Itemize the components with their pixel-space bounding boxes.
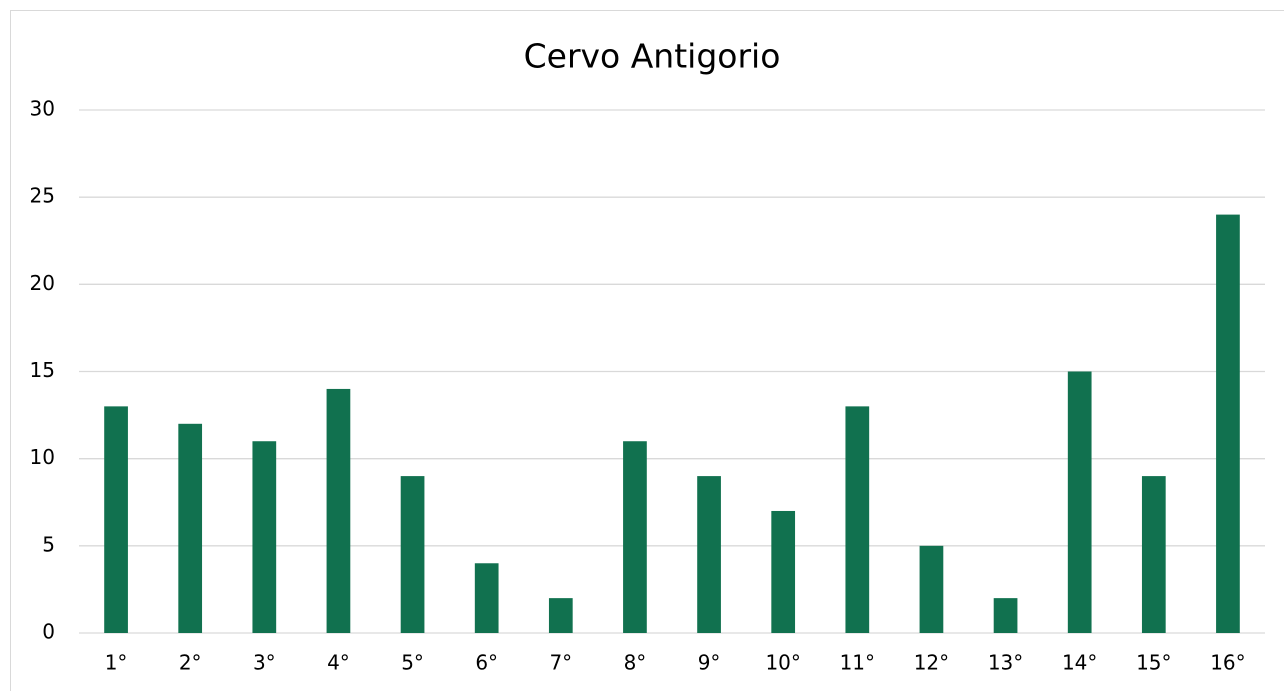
bar — [252, 441, 277, 633]
bar — [1141, 476, 1166, 633]
y-tick-label: 15 — [30, 358, 55, 382]
bar — [993, 598, 1018, 633]
x-tick-label: 15° — [1136, 651, 1171, 675]
x-tick-label: 7° — [549, 651, 572, 675]
x-tick-label: 11° — [840, 651, 875, 675]
chart-title: Cervo Antigorio — [524, 37, 781, 76]
bar — [919, 545, 944, 633]
y-tick-label: 5 — [42, 532, 55, 556]
bar — [623, 441, 647, 633]
x-tick-label: 2° — [179, 651, 202, 675]
bar — [1216, 214, 1240, 633]
x-tick-label: 1° — [105, 651, 128, 675]
y-tick-label: 0 — [42, 620, 55, 644]
x-tick-label: 9° — [698, 651, 721, 675]
bar — [1067, 371, 1092, 633]
y-tick-label: 20 — [30, 271, 55, 295]
x-tick-label: 5° — [401, 651, 424, 675]
bar — [845, 406, 870, 633]
x-tick-label: 12° — [914, 651, 949, 675]
bar — [697, 476, 721, 633]
bar — [178, 423, 203, 633]
bar — [548, 598, 573, 633]
bar — [104, 406, 128, 633]
x-tick-label: 4° — [327, 651, 350, 675]
y-tick-label: 25 — [30, 184, 55, 208]
bar — [326, 388, 351, 633]
x-tick-label: 10° — [765, 651, 800, 675]
x-tick-label: 16° — [1210, 651, 1245, 675]
x-tick-label: 8° — [624, 651, 647, 675]
x-tick-label: 6° — [475, 651, 498, 675]
bar — [771, 510, 796, 633]
y-tick-label: 10 — [30, 445, 55, 469]
x-tick-label: 14° — [1062, 651, 1097, 675]
bar — [400, 476, 425, 633]
bar — [474, 563, 499, 633]
y-tick-label: 30 — [30, 97, 55, 121]
x-tick-label: 3° — [253, 651, 276, 675]
x-tick-label: 13° — [988, 651, 1023, 675]
